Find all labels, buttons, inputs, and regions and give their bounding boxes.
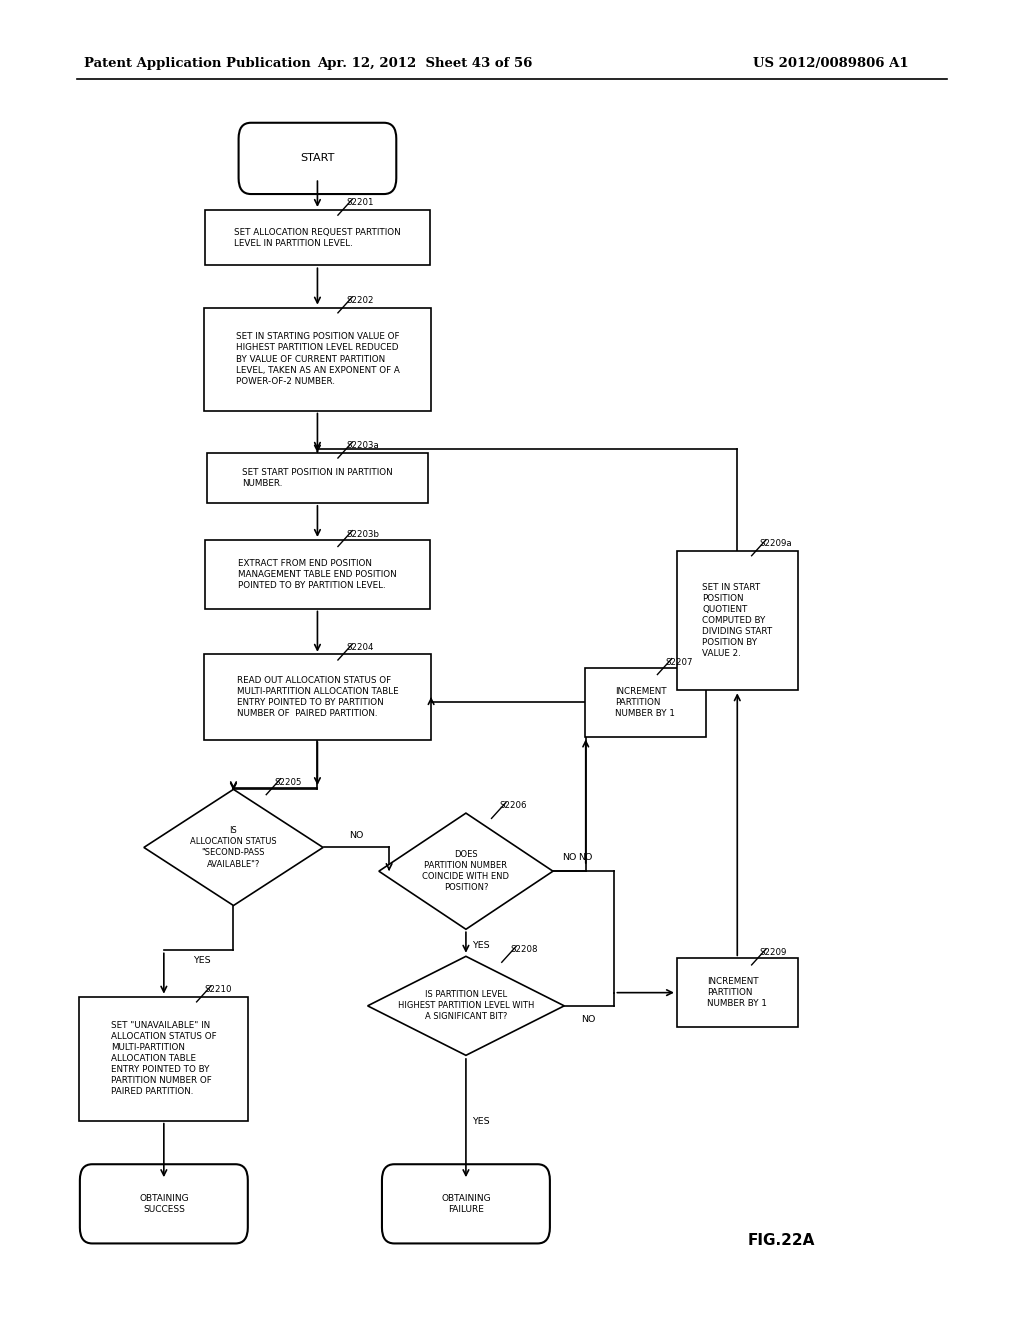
Polygon shape	[368, 956, 564, 1056]
Text: SET START POSITION IN PARTITION
NUMBER.: SET START POSITION IN PARTITION NUMBER.	[242, 467, 393, 488]
Text: S2208: S2208	[510, 945, 538, 954]
FancyBboxPatch shape	[205, 210, 430, 265]
FancyBboxPatch shape	[205, 540, 430, 609]
FancyBboxPatch shape	[204, 308, 431, 411]
Text: S2201: S2201	[346, 198, 374, 207]
Text: NO: NO	[349, 832, 364, 840]
Text: S2202: S2202	[346, 296, 374, 305]
Text: S2209a: S2209a	[760, 539, 793, 548]
Text: INCREMENT
PARTITION
NUMBER BY 1: INCREMENT PARTITION NUMBER BY 1	[708, 977, 767, 1008]
Text: SET "UNAVAILABLE" IN
ALLOCATION STATUS OF
MULTI-PARTITION
ALLOCATION TABLE
ENTRY: SET "UNAVAILABLE" IN ALLOCATION STATUS O…	[111, 1020, 217, 1097]
Text: OBTAINING
FAILURE: OBTAINING FAILURE	[441, 1193, 490, 1214]
Text: IS PARTITION LEVEL
HIGHEST PARTITION LEVEL WITH
A SIGNIFICANT BIT?: IS PARTITION LEVEL HIGHEST PARTITION LEV…	[397, 990, 535, 1022]
Text: IS
ALLOCATION STATUS
"SECOND-PASS
AVAILABLE"?: IS ALLOCATION STATUS "SECOND-PASS AVAILA…	[190, 826, 276, 869]
Text: SET IN START
POSITION
QUOTIENT
COMPUTED BY
DIVIDING START
POSITION BY
VALUE 2.: SET IN START POSITION QUOTIENT COMPUTED …	[702, 582, 772, 659]
Text: INCREMENT
PARTITION
NUMBER BY 1: INCREMENT PARTITION NUMBER BY 1	[615, 686, 675, 718]
FancyBboxPatch shape	[677, 552, 798, 689]
Text: Patent Application Publication: Patent Application Publication	[84, 57, 310, 70]
Text: S2206: S2206	[500, 801, 527, 810]
FancyBboxPatch shape	[207, 453, 428, 503]
Text: DOES
PARTITION NUMBER
COINCIDE WITH END
POSITION?: DOES PARTITION NUMBER COINCIDE WITH END …	[423, 850, 509, 892]
Text: FIG.22A: FIG.22A	[748, 1233, 815, 1249]
Text: SET IN STARTING POSITION VALUE OF
HIGHEST PARTITION LEVEL REDUCED
BY VALUE OF CU: SET IN STARTING POSITION VALUE OF HIGHES…	[236, 333, 399, 385]
Text: S2205: S2205	[274, 777, 302, 787]
FancyBboxPatch shape	[80, 997, 248, 1121]
Text: YES: YES	[193, 957, 211, 965]
Text: SET ALLOCATION REQUEST PARTITION
LEVEL IN PARTITION LEVEL.: SET ALLOCATION REQUEST PARTITION LEVEL I…	[234, 227, 400, 248]
Text: START: START	[300, 153, 335, 164]
Text: NO: NO	[579, 854, 593, 862]
Text: S2203b: S2203b	[346, 529, 379, 539]
Text: US 2012/0089806 A1: US 2012/0089806 A1	[753, 57, 908, 70]
Text: S2203a: S2203a	[346, 441, 379, 450]
Text: EXTRACT FROM END POSITION
MANAGEMENT TABLE END POSITION
POINTED TO BY PARTITION : EXTRACT FROM END POSITION MANAGEMENT TAB…	[239, 558, 396, 590]
Text: NO: NO	[582, 1015, 596, 1023]
Text: S2207: S2207	[666, 657, 693, 667]
Text: S2209: S2209	[760, 948, 787, 957]
Polygon shape	[379, 813, 553, 929]
Text: Apr. 12, 2012  Sheet 43 of 56: Apr. 12, 2012 Sheet 43 of 56	[317, 57, 532, 70]
Text: NO: NO	[562, 854, 577, 862]
FancyBboxPatch shape	[677, 958, 798, 1027]
Polygon shape	[143, 789, 324, 906]
FancyBboxPatch shape	[204, 655, 431, 739]
Text: S2210: S2210	[205, 985, 232, 994]
FancyBboxPatch shape	[239, 123, 396, 194]
FancyBboxPatch shape	[585, 668, 706, 737]
Text: READ OUT ALLOCATION STATUS OF
MULTI-PARTITION ALLOCATION TABLE
ENTRY POINTED TO : READ OUT ALLOCATION STATUS OF MULTI-PART…	[237, 676, 398, 718]
Text: OBTAINING
SUCCESS: OBTAINING SUCCESS	[139, 1193, 188, 1214]
FancyBboxPatch shape	[80, 1164, 248, 1243]
FancyBboxPatch shape	[382, 1164, 550, 1243]
Text: YES: YES	[472, 941, 490, 949]
Text: S2204: S2204	[346, 643, 374, 652]
Text: YES: YES	[472, 1118, 490, 1126]
